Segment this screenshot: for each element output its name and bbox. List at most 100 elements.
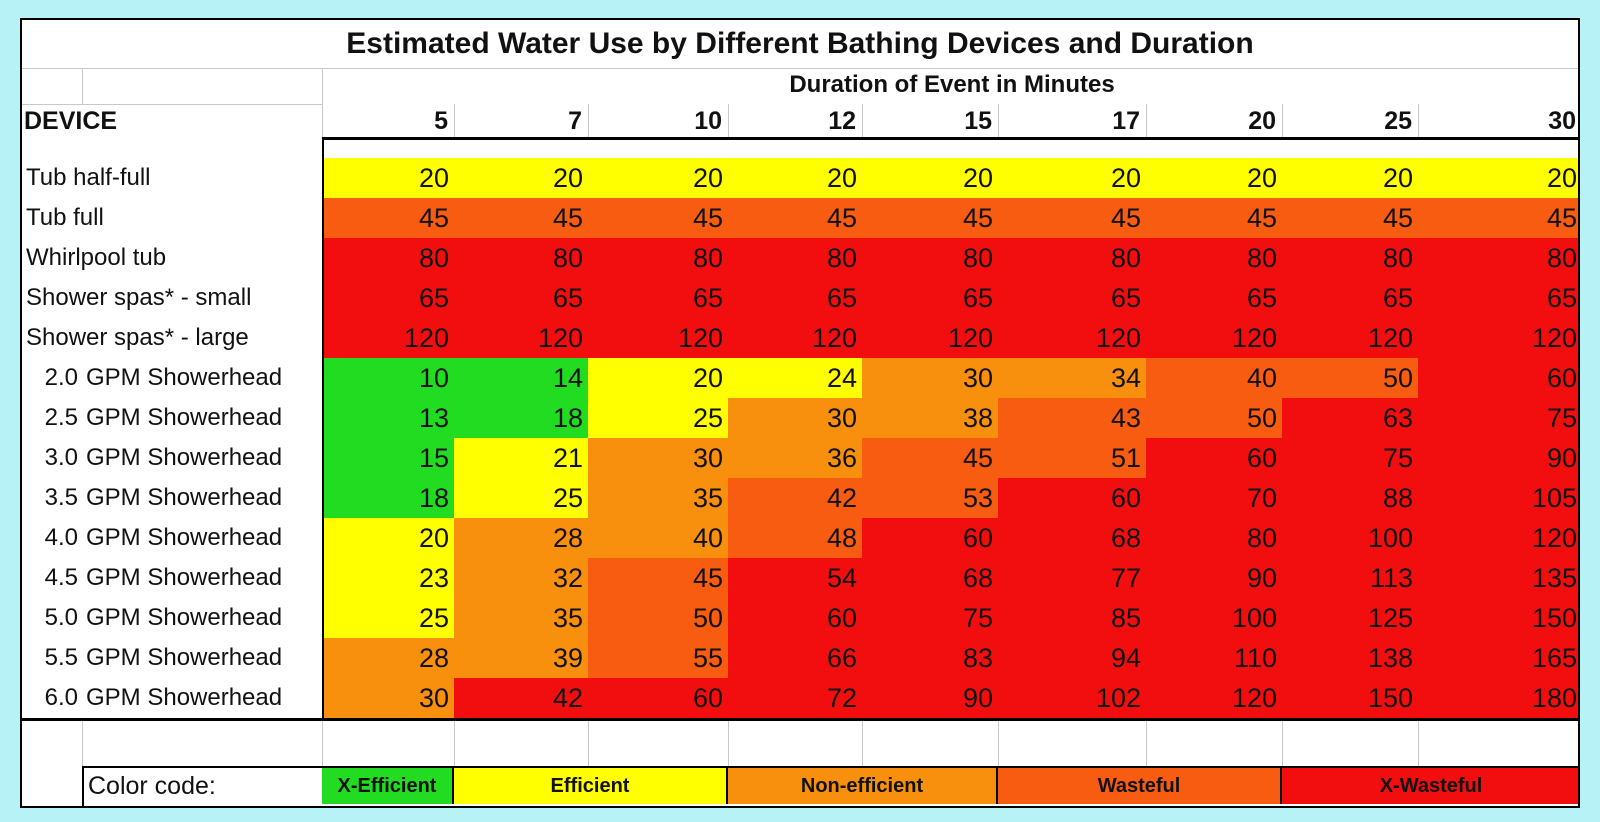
value-cell: 28 [322, 638, 454, 678]
duration-header-30: 30 [1548, 107, 1576, 135]
table-row: 6.0 GPM Showerhead 30 42 60 72 90 102 120 150 180 [22, 678, 1578, 718]
value-cell: 25 [588, 398, 728, 438]
value-cell: 40 [588, 518, 728, 558]
value-cell: 75 [1282, 438, 1418, 478]
value-cell: 120 [322, 318, 454, 358]
row-label: GPM Showerhead [86, 404, 283, 431]
row-flow-rate: 4.5 [44, 564, 78, 591]
grid-line-vertical [454, 721, 455, 766]
duration-header-10: 10 [694, 107, 722, 135]
value-cell: 77 [998, 558, 1146, 598]
table-row: 3.5 GPM Showerhead 18 25 35 42 53 60 70 88 105 [22, 478, 1578, 518]
value-cell: 45 [454, 198, 588, 238]
value-cell: 38 [862, 398, 998, 438]
value-cell: 20 [322, 518, 454, 558]
table-row: 5.5 GPM Showerhead 28 39 55 66 83 94 110 138 165 [22, 638, 1578, 678]
grid-line-vertical [1146, 104, 1147, 138]
grid-line-vertical [1282, 104, 1283, 138]
value-cell: 25 [454, 478, 588, 518]
legend-top-rule [82, 766, 1578, 768]
value-cell: 43 [998, 398, 1146, 438]
value-cell: 20 [588, 158, 728, 198]
value-cell: 85 [998, 598, 1146, 638]
grid-line-vertical [1418, 104, 1419, 138]
value-cell: 30 [588, 438, 728, 478]
value-cell: 65 [862, 278, 998, 318]
value-cell: 75 [862, 598, 998, 638]
value-cell: 20 [588, 358, 728, 398]
value-cell: 70 [1146, 478, 1282, 518]
row-flow-rate: 2.5 [44, 404, 78, 431]
value-cell: 80 [1282, 238, 1418, 278]
row-label: Whirlpool tub [26, 244, 167, 271]
grid-line-vertical [1146, 721, 1147, 766]
grid-line-vertical [1282, 721, 1283, 766]
grid-line-vertical [322, 68, 323, 158]
label-column-rule [322, 138, 324, 718]
duration-header-20: 20 [1248, 107, 1276, 135]
value-cell: 120 [998, 318, 1146, 358]
value-cell: 94 [998, 638, 1146, 678]
grid-line-vertical [862, 104, 863, 138]
grid-line-horizontal [22, 104, 322, 105]
value-cell: 30 [862, 358, 998, 398]
value-cell: 10 [322, 358, 454, 398]
value-cell: 60 [998, 478, 1146, 518]
value-cell: 39 [454, 638, 588, 678]
value-cell: 45 [862, 438, 998, 478]
value-cell: 23 [322, 558, 454, 598]
value-cell: 80 [322, 238, 454, 278]
value-cell: 80 [862, 238, 998, 278]
value-cell: 50 [1146, 398, 1282, 438]
value-cell: 88 [1282, 478, 1418, 518]
value-cell: 90 [1146, 558, 1282, 598]
value-cell: 50 [588, 598, 728, 638]
value-cell: 120 [1282, 318, 1418, 358]
value-cell: 102 [998, 678, 1146, 718]
value-cell: 20 [1282, 158, 1418, 198]
legend-item-non-efficient: Non-efficient [728, 768, 998, 804]
value-cell: 20 [728, 158, 862, 198]
value-cell: 45 [1282, 198, 1418, 238]
value-cell: 13 [322, 398, 454, 438]
legend-item-efficient: Efficient [454, 768, 728, 804]
table-row: Shower spas* - large 120 120 120 120 120 120 12… [22, 318, 1578, 358]
grid-line-vertical [728, 104, 729, 138]
table-row: Whirlpool tub 80 80 80 80 80 80 80 80 80 [22, 238, 1578, 278]
grid-line-horizontal [22, 68, 1578, 69]
value-cell: 80 [454, 238, 588, 278]
value-cell: 30 [728, 398, 862, 438]
value-cell: 80 [998, 238, 1146, 278]
value-cell: 35 [588, 478, 728, 518]
row-label: GPM Showerhead [86, 684, 283, 711]
value-cell: 45 [588, 558, 728, 598]
value-cell: 45 [1146, 198, 1282, 238]
value-cell: 80 [588, 238, 728, 278]
grid-line-vertical [82, 721, 83, 766]
value-cell: 42 [728, 478, 862, 518]
value-cell: 28 [454, 518, 588, 558]
table-row: 3.0 GPM Showerhead 15 21 30 36 45 51 60 75 90 [22, 438, 1578, 478]
header-rule [322, 137, 1578, 140]
value-cell: 18 [454, 398, 588, 438]
value-cell: 35 [454, 598, 588, 638]
table-row: 5.0 GPM Showerhead 25 35 50 60 75 85 100 125 150 [22, 598, 1578, 638]
value-cell: 45 [588, 198, 728, 238]
table-row: Shower spas* - small 65 65 65 65 65 65 65 65 65 [22, 278, 1578, 318]
value-cell: 20 [1418, 158, 1578, 198]
value-cell: 65 [322, 278, 454, 318]
value-cell: 100 [1282, 518, 1418, 558]
value-cell: 40 [1146, 358, 1282, 398]
duration-subtitle: Duration of Event in Minutes [789, 71, 1115, 98]
row-label: Tub full [26, 204, 104, 231]
value-cell: 120 [862, 318, 998, 358]
value-cell: 51 [998, 438, 1146, 478]
value-cell: 105 [1418, 478, 1578, 518]
row-flow-rate: 2.0 [44, 364, 78, 391]
table-row: Tub full 45 45 45 45 45 45 45 45 45 [22, 198, 1578, 238]
table-row: 2.0 GPM Showerhead 10 14 20 24 30 34 40 50 60 [22, 358, 1578, 398]
value-cell: 18 [322, 478, 454, 518]
water-use-table: Estimated Water Use by Different Bathing… [20, 18, 1580, 808]
row-label: Tub half-full [26, 164, 151, 191]
value-cell: 20 [998, 158, 1146, 198]
